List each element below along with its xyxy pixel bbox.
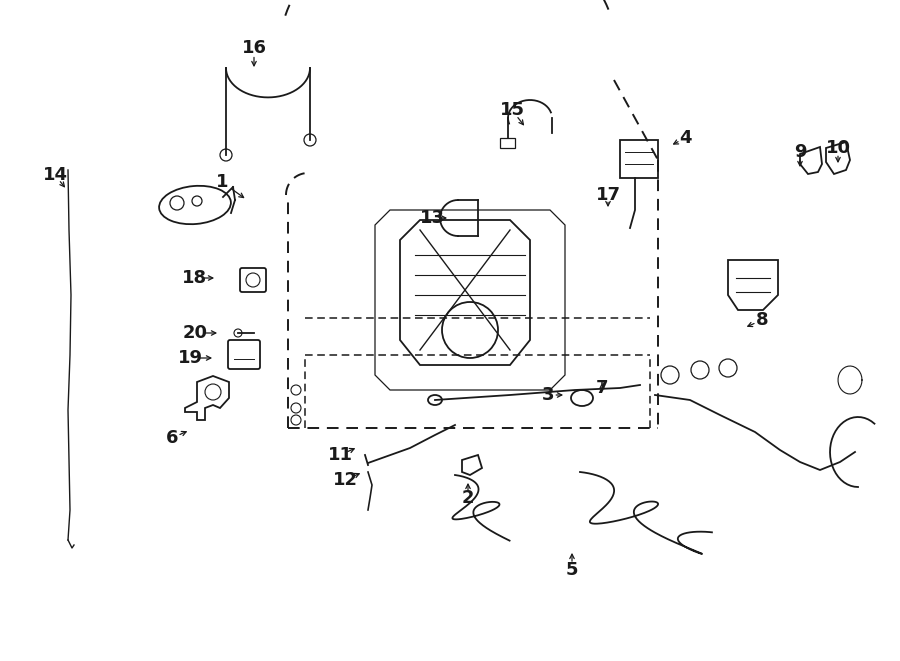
Text: 9: 9 bbox=[794, 143, 806, 161]
Text: 15: 15 bbox=[500, 101, 525, 119]
Text: 7: 7 bbox=[596, 379, 608, 397]
Text: 14: 14 bbox=[42, 166, 68, 184]
Text: 19: 19 bbox=[177, 349, 202, 367]
Ellipse shape bbox=[571, 390, 593, 406]
Text: 20: 20 bbox=[183, 324, 208, 342]
Text: 5: 5 bbox=[566, 561, 578, 579]
Polygon shape bbox=[185, 376, 229, 420]
Text: 2: 2 bbox=[462, 489, 474, 507]
Text: 13: 13 bbox=[419, 209, 445, 227]
Text: 11: 11 bbox=[328, 446, 353, 464]
Text: 17: 17 bbox=[596, 186, 620, 204]
FancyBboxPatch shape bbox=[240, 268, 266, 292]
Polygon shape bbox=[728, 260, 778, 310]
Polygon shape bbox=[800, 147, 822, 174]
Text: 6: 6 bbox=[166, 429, 178, 447]
Polygon shape bbox=[826, 142, 850, 174]
Text: 12: 12 bbox=[332, 471, 357, 489]
Polygon shape bbox=[462, 455, 482, 475]
Text: 16: 16 bbox=[241, 39, 266, 57]
FancyBboxPatch shape bbox=[228, 340, 260, 369]
Bar bbox=[620, 140, 658, 178]
Text: 3: 3 bbox=[542, 386, 554, 404]
Text: 18: 18 bbox=[183, 269, 208, 287]
Text: 1: 1 bbox=[216, 173, 229, 191]
Text: 10: 10 bbox=[825, 139, 850, 157]
Text: 8: 8 bbox=[756, 311, 769, 329]
Text: 4: 4 bbox=[679, 129, 691, 147]
